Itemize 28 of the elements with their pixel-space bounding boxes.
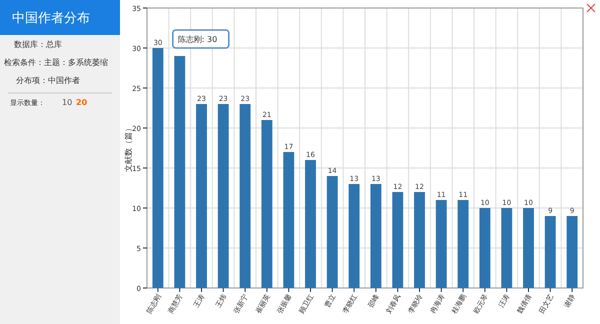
bar xyxy=(348,184,360,288)
bar xyxy=(283,152,294,288)
bar xyxy=(305,160,316,288)
bar xyxy=(479,208,490,288)
bar xyxy=(392,192,404,288)
bar xyxy=(544,216,556,288)
bar xyxy=(261,120,272,288)
bar xyxy=(218,104,229,288)
text: 检索条件：主题：多系统萎缩 xyxy=(4,58,108,67)
chart-title: 中国作者分布 xyxy=(12,11,90,26)
bar xyxy=(414,192,425,288)
bar xyxy=(436,200,447,288)
y-axis-title: 文献数（篇） xyxy=(124,124,133,172)
annotation: 陈志刚: 30 xyxy=(178,35,218,44)
bar xyxy=(523,208,534,288)
bar xyxy=(501,208,512,288)
bar xyxy=(566,216,578,288)
bar xyxy=(152,48,164,288)
text: 分布项：中国作者 xyxy=(16,76,80,85)
bar xyxy=(196,104,207,288)
text: 10 xyxy=(62,98,72,107)
bar xyxy=(174,56,186,288)
text: 数据库：总库 xyxy=(14,40,62,49)
bar xyxy=(370,184,382,288)
bar xyxy=(458,200,469,288)
text: 20 xyxy=(76,98,88,107)
bar xyxy=(326,176,338,288)
bar xyxy=(240,104,251,288)
